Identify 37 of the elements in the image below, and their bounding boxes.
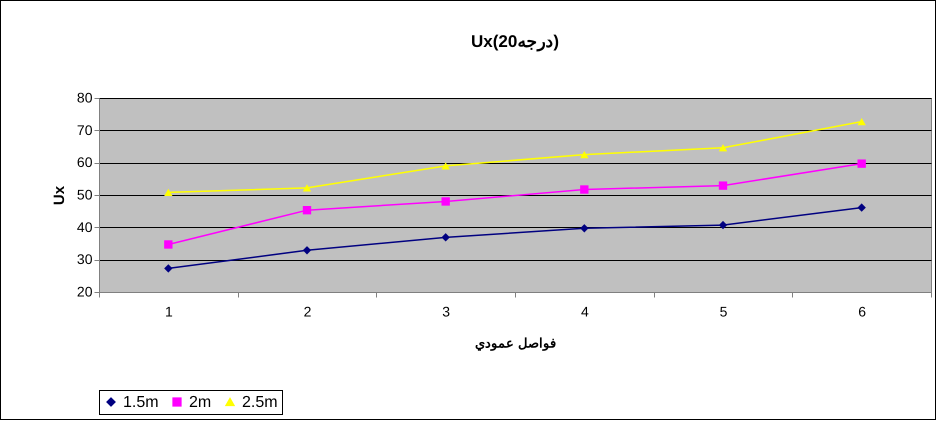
point bbox=[857, 203, 866, 212]
legend-label: 2.5m bbox=[242, 394, 278, 411]
legend-label: 2m bbox=[189, 394, 212, 411]
x-tick-label: 2 bbox=[304, 304, 312, 320]
point bbox=[857, 159, 866, 168]
x-tick-label: 4 bbox=[580, 304, 589, 320]
point bbox=[580, 150, 589, 158]
point bbox=[441, 197, 450, 206]
y-tick-label: 30 bbox=[76, 251, 93, 268]
x-axis-title: فواصل عمودي bbox=[475, 336, 556, 352]
y-tick-label: 60 bbox=[76, 154, 93, 170]
point bbox=[302, 246, 312, 254]
y-tick-label: 70 bbox=[76, 122, 93, 138]
y-tick-label: 80 bbox=[76, 90, 93, 106]
point bbox=[718, 181, 728, 190]
y-axis-title: Ux bbox=[50, 185, 68, 206]
point bbox=[302, 206, 312, 214]
point bbox=[857, 118, 866, 126]
x-tick-label: 6 bbox=[858, 304, 866, 320]
point bbox=[441, 233, 450, 242]
chart-title: Ux(20درجه) bbox=[471, 32, 559, 52]
point bbox=[580, 224, 589, 232]
point bbox=[164, 264, 173, 273]
point bbox=[441, 162, 450, 170]
point bbox=[718, 144, 728, 152]
legend-label: 1.5m bbox=[123, 394, 159, 411]
y-tick-label: 20 bbox=[76, 284, 93, 300]
point bbox=[580, 185, 589, 194]
x-tick-label: 1 bbox=[164, 304, 173, 320]
y-tick-label: 50 bbox=[76, 186, 93, 202]
point bbox=[302, 184, 312, 192]
point bbox=[718, 220, 728, 230]
point bbox=[164, 240, 173, 249]
point bbox=[164, 188, 173, 196]
x-tick-label: 5 bbox=[720, 304, 728, 320]
x-tick-label: 3 bbox=[442, 304, 450, 320]
y-tick-label: 40 bbox=[76, 218, 93, 235]
